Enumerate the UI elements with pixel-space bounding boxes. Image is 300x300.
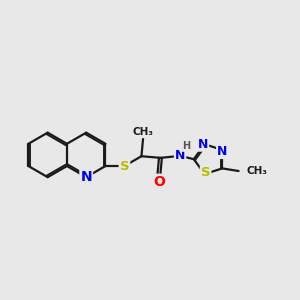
Text: N: N [175,149,185,162]
Text: N: N [80,170,92,184]
Text: N: N [217,145,227,158]
Text: CH₃: CH₃ [246,166,267,176]
Text: O: O [153,175,165,189]
Text: H: H [182,141,190,151]
Text: CH₃: CH₃ [133,127,154,137]
Text: S: S [201,166,210,178]
Text: N: N [198,138,208,151]
Text: S: S [120,160,129,172]
